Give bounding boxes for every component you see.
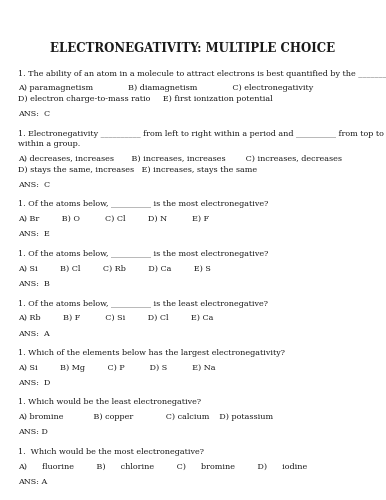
Text: 1. Of the atoms below, __________ is the most electronegative?: 1. Of the atoms below, __________ is the… — [18, 250, 268, 258]
Text: A) bromine            B) copper             C) calcium    D) potassium: A) bromine B) copper C) calcium D) potas… — [18, 413, 273, 421]
Text: D) electron charge-to-mass ratio     E) first ionization potential: D) electron charge-to-mass ratio E) firs… — [18, 95, 273, 103]
Text: ANS:  D: ANS: D — [18, 379, 51, 387]
Text: A) paramagnetism              B) diamagnetism              C) electronegativity: A) paramagnetism B) diamagnetism C) elec… — [18, 84, 313, 92]
Text: ANS:  A: ANS: A — [18, 330, 50, 338]
Text: ANS: D: ANS: D — [18, 428, 48, 436]
Text: 1. Electronegativity __________ from left to right within a period and _________: 1. Electronegativity __________ from lef… — [18, 130, 386, 138]
Text: 1. Which of the elements below has the largest electronegativity?: 1. Which of the elements below has the l… — [18, 349, 285, 357]
Text: A) decreases, increases       B) increases, increases        C) increases, decre: A) decreases, increases B) increases, in… — [18, 155, 342, 163]
Text: A) Rb         B) F          C) Si         D) Cl         E) Ca: A) Rb B) F C) Si D) Cl E) Ca — [18, 314, 213, 322]
Text: 1. Of the atoms below, __________ is the most electronegative?: 1. Of the atoms below, __________ is the… — [18, 200, 268, 208]
Text: within a group.: within a group. — [18, 140, 80, 148]
Text: ANS: A: ANS: A — [18, 478, 47, 486]
Text: A)      fluorine         B)      chlorine         C)      bromine         D)    : A) fluorine B) chlorine C) bromine D) — [18, 462, 307, 470]
Text: ANS:  E: ANS: E — [18, 230, 50, 238]
Text: ANS:  B: ANS: B — [18, 280, 50, 288]
Text: 1. The ability of an atom in a molecule to attract electrons is best quantified : 1. The ability of an atom in a molecule … — [18, 70, 386, 78]
Text: 1. Of the atoms below, __________ is the least electronegative?: 1. Of the atoms below, __________ is the… — [18, 300, 268, 308]
Text: 1. Which would be the least electronegative?: 1. Which would be the least electronegat… — [18, 398, 201, 406]
Text: A) Br         B) O          C) Cl         D) N          E) F: A) Br B) O C) Cl D) N E) F — [18, 215, 209, 223]
Text: ANS:  C: ANS: C — [18, 181, 50, 189]
Text: ELECTRONEGATIVITY: MULTIPLE CHOICE: ELECTRONEGATIVITY: MULTIPLE CHOICE — [51, 42, 335, 55]
Text: A) Si         B) Cl         C) Rb         D) Ca         E) S: A) Si B) Cl C) Rb D) Ca E) S — [18, 264, 211, 272]
Text: A) Si         B) Mg         C) P          D) S          E) Na: A) Si B) Mg C) P D) S E) Na — [18, 364, 215, 372]
Text: ANS:  C: ANS: C — [18, 110, 50, 118]
Text: 1.  Which would be the most electronegative?: 1. Which would be the most electronegati… — [18, 448, 204, 456]
Text: D) stays the same, increases   E) increases, stays the same: D) stays the same, increases E) increase… — [18, 166, 257, 173]
